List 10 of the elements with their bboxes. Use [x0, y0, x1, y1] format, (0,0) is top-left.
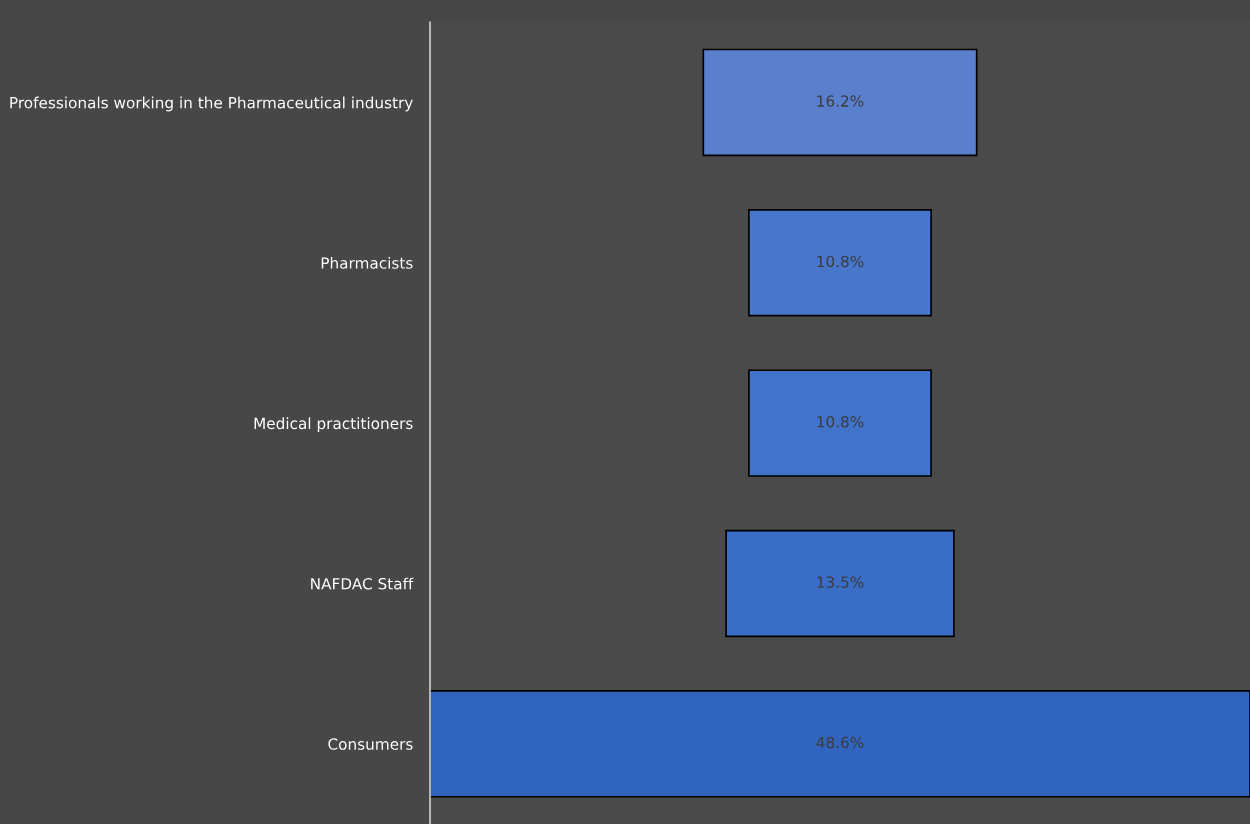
category-label: Consumers — [328, 738, 413, 750]
category-label: Pharmacists — [321, 256, 413, 269]
category-label: NAFDAC Staff — [311, 577, 414, 590]
category-label: Professionals working in the Pharmaceutical industry — [10, 96, 413, 112]
category-label: Medical practitioners — [254, 417, 413, 433]
data-label: 16.2% — [817, 95, 864, 107]
data-label: 13.5% — [817, 576, 864, 588]
data-label: 48.6% — [816, 736, 864, 749]
data-label: 10.8% — [817, 255, 864, 268]
data-label: 10.8% — [817, 416, 864, 428]
